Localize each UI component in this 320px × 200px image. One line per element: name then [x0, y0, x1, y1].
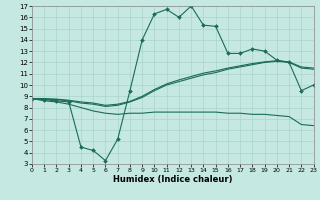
X-axis label: Humidex (Indice chaleur): Humidex (Indice chaleur): [113, 175, 233, 184]
